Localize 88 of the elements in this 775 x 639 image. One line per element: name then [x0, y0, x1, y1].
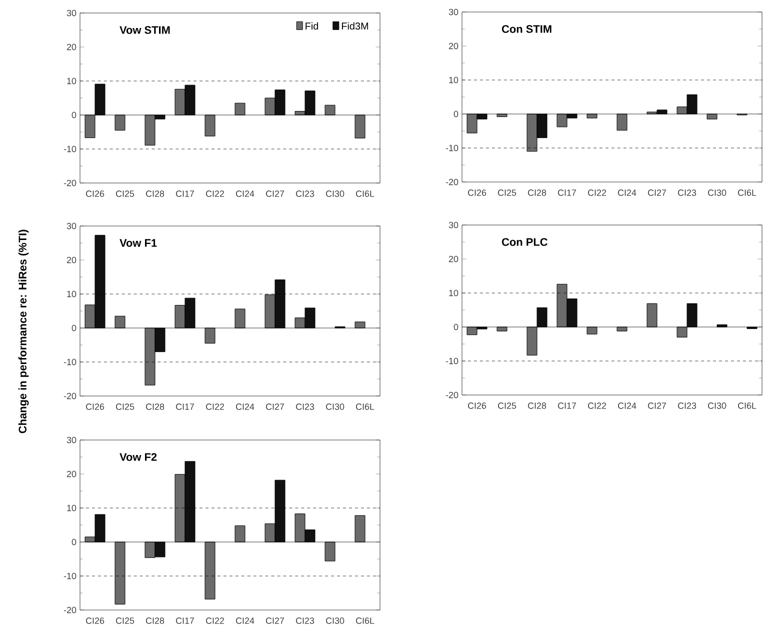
- x-tick-label: CI24: [618, 402, 636, 409]
- y-tick-label: 30: [66, 10, 76, 16]
- y-tick-label: 30: [448, 222, 458, 228]
- x-tick-label: CI23: [678, 190, 696, 196]
- y-tick-label: 20: [448, 42, 458, 50]
- text: Vow F1: [120, 239, 157, 247]
- x-tick-label: CI22: [206, 618, 224, 624]
- x-tick-label: CI28: [146, 190, 164, 197]
- y-tick-label: 0: [72, 538, 76, 546]
- legend-label: Fid: [306, 22, 318, 30]
- x-tick-label: CI23: [296, 190, 314, 197]
- y-tick-label: 20: [66, 470, 76, 478]
- y-tick-label: 0: [454, 324, 458, 330]
- x-tick-label: CI30: [326, 404, 344, 410]
- x-tick-label: CI25: [116, 618, 134, 624]
- y-tick-label: 10: [67, 504, 76, 512]
- y-tick-label: 10: [67, 78, 76, 84]
- y-tick-label: 20: [448, 256, 458, 262]
- y-tick-label: 30: [66, 436, 76, 444]
- y-tick-label: 10: [67, 290, 76, 298]
- text: Con STIM: [502, 25, 552, 33]
- y-tick-label: -10: [446, 358, 458, 364]
- y-tick-label: 20: [66, 256, 76, 264]
- y-tick-label: -20: [64, 180, 76, 186]
- x-tick-label: CI25: [116, 404, 134, 410]
- x-tick-label: CI25: [116, 190, 134, 197]
- y-tick-label: 30: [448, 8, 458, 16]
- y-tick-label: -10: [64, 572, 76, 580]
- y-tick-label: -20: [64, 606, 76, 614]
- x-tick-label: CI27: [266, 618, 284, 624]
- y-tick-label: -10: [64, 146, 76, 152]
- x-tick-label: CI30: [708, 190, 726, 196]
- x-tick-label: CI25: [498, 402, 516, 409]
- x-tick-label: CI27: [648, 190, 666, 196]
- x-tick-label: CI30: [708, 402, 726, 409]
- x-tick-label: CI28: [528, 190, 546, 196]
- y-tick-label: -20: [446, 392, 458, 398]
- x-tick-label: CI25: [498, 190, 516, 196]
- x-tick-label: CI17: [558, 402, 576, 409]
- x-tick-label: CI26: [86, 618, 104, 624]
- y-tick-label: 0: [72, 112, 76, 118]
- y-tick-label: 30: [66, 222, 76, 230]
- legend-label: Fid3M: [342, 22, 368, 30]
- x-tick-label: CI27: [266, 404, 284, 410]
- x-tick-label: CI6L: [356, 190, 374, 197]
- x-tick-label: CI28: [146, 404, 164, 410]
- x-tick-label: CI26: [86, 190, 104, 197]
- x-tick-label: CI22: [588, 402, 606, 409]
- x-tick-label: CI6L: [356, 404, 374, 410]
- x-tick-label: CI28: [528, 402, 546, 409]
- y-tick-label: 0: [454, 110, 458, 118]
- x-tick-label: CI27: [648, 402, 666, 409]
- x-tick-label: CI17: [176, 404, 194, 410]
- text: Vow F2: [120, 453, 157, 461]
- x-tick-label: CI17: [558, 190, 576, 196]
- y-axis-title: Change in performance re: HiRes (%TI): [18, 230, 29, 434]
- x-tick-label: CI6L: [738, 190, 756, 196]
- x-tick-label: CI24: [236, 190, 254, 197]
- y-tick-label: -10: [446, 144, 458, 152]
- x-tick-label: CI6L: [356, 618, 374, 624]
- x-tick-label: CI30: [326, 618, 344, 624]
- x-tick-label: CI23: [678, 402, 696, 409]
- y-tick-label: 10: [449, 76, 458, 84]
- x-tick-label: CI22: [206, 190, 224, 197]
- x-tick-label: CI24: [618, 190, 636, 196]
- x-tick-label: CI26: [468, 190, 486, 196]
- x-tick-label: CI17: [176, 190, 194, 197]
- x-tick-label: CI24: [236, 618, 254, 624]
- x-tick-label: CI24: [236, 404, 254, 410]
- x-tick-label: CI6L: [738, 402, 756, 409]
- y-tick-label: 0: [72, 324, 76, 332]
- x-tick-label: CI23: [296, 404, 314, 410]
- x-tick-label: CI26: [86, 404, 104, 410]
- x-tick-label: CI28: [146, 618, 164, 624]
- y-tick-label: -20: [64, 392, 76, 400]
- x-tick-label: CI22: [206, 404, 224, 410]
- y-tick-label: -10: [64, 358, 76, 366]
- text: Con PLC: [502, 238, 548, 246]
- y-tick-label: -20: [446, 178, 458, 186]
- x-tick-label: CI27: [266, 190, 284, 197]
- x-tick-label: CI30: [326, 190, 344, 197]
- text: Vow STIM: [120, 26, 170, 34]
- x-tick-label: CI22: [588, 190, 606, 196]
- x-tick-label: CI26: [468, 402, 486, 409]
- y-tick-label: 20: [66, 44, 76, 50]
- y-tick-label: 10: [449, 290, 458, 296]
- x-tick-label: CI17: [176, 618, 194, 624]
- x-tick-label: CI23: [296, 618, 314, 624]
